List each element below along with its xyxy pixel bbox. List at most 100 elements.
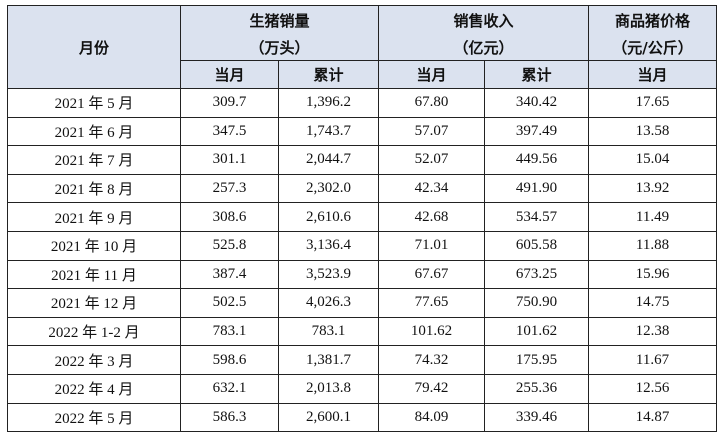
value-cell: 42.34 xyxy=(378,173,486,204)
value-cell: 1,743.7 xyxy=(277,116,380,147)
month-cell: 2022 年 4 月 xyxy=(7,373,181,404)
header-sub-cell: 累计 xyxy=(484,60,590,89)
table-row: 2021 年 6 月 347.5 1,743.7 57.07 397.49 13.58 xyxy=(7,116,718,147)
header-sub-cell: 当月 xyxy=(180,60,279,89)
table-row: 2021 年 7 月 301.1 2,044.7 52.07 449.56 15.04 xyxy=(7,145,718,175)
value-cell: 57.07 xyxy=(378,116,486,147)
value-cell: 84.09 xyxy=(378,402,486,433)
value-cell: 12.56 xyxy=(588,373,718,404)
value-cell: 783.1 xyxy=(277,316,380,347)
value-cell: 15.96 xyxy=(588,259,718,290)
sales-table: 月份 生猪销量 销售收入 商品猪价格 （万头） （亿元） （元/公斤） 当月 累计… xyxy=(7,5,718,433)
value-cell: 67.67 xyxy=(378,259,486,290)
value-cell: 397.49 xyxy=(484,116,590,147)
value-cell: 339.46 xyxy=(484,402,590,433)
value-cell: 74.32 xyxy=(378,345,486,375)
table-row: 2021 年 8 月 257.3 2,302.0 42.34 491.90 13.92 xyxy=(7,173,718,204)
table-row: 2022 年 5 月 586.3 2,600.1 84.09 339.46 14.87 xyxy=(7,402,718,433)
header-cell: 销售收入 xyxy=(378,5,590,35)
value-cell: 673.25 xyxy=(484,259,590,290)
value-cell: 2,013.8 xyxy=(277,373,380,404)
value-cell: 13.92 xyxy=(588,173,718,204)
month-cell: 2021 年 11 月 xyxy=(7,259,181,290)
value-cell: 347.5 xyxy=(180,116,279,147)
value-cell: 449.56 xyxy=(484,145,590,175)
value-cell: 79.42 xyxy=(378,373,486,404)
table-wrap: 月份 生猪销量 销售收入 商品猪价格 （万头） （亿元） （元/公斤） 当月 累计… xyxy=(7,5,718,433)
value-cell: 2,600.1 xyxy=(277,402,380,433)
month-cell: 2021 年 7 月 xyxy=(7,145,181,175)
header-cell: 商品猪价格 xyxy=(588,5,718,35)
month-cell: 2021 年 9 月 xyxy=(7,202,181,232)
value-cell: 534.57 xyxy=(484,202,590,232)
value-cell: 2,302.0 xyxy=(277,173,380,204)
value-cell: 17.65 xyxy=(588,88,718,118)
table-row: 2021 年 9 月 308.6 2,610.6 42.68 534.57 11.49 xyxy=(7,202,718,232)
value-cell: 387.4 xyxy=(180,259,279,290)
value-cell: 11.88 xyxy=(588,230,718,261)
month-cell: 2022 年 3 月 xyxy=(7,345,181,375)
month-cell: 2021 年 12 月 xyxy=(7,288,181,318)
table-row: 2021 年 10 月 525.8 3,136.4 71.01 605.58 11.88 xyxy=(7,230,718,261)
value-cell: 301.1 xyxy=(180,145,279,175)
value-cell: 11.67 xyxy=(588,345,718,375)
header-sub-cell: 累计 xyxy=(277,60,380,89)
value-cell: 340.42 xyxy=(484,88,590,118)
value-cell: 309.7 xyxy=(180,88,279,118)
value-cell: 14.87 xyxy=(588,402,718,433)
value-cell: 257.3 xyxy=(180,173,279,204)
value-cell: 67.80 xyxy=(378,88,486,118)
value-cell: 71.01 xyxy=(378,230,486,261)
value-cell: 3,523.9 xyxy=(277,259,380,290)
month-cell: 2021 年 8 月 xyxy=(7,173,181,204)
value-cell: 15.04 xyxy=(588,145,718,175)
table-row: 2022 年 3 月 598.6 1,381.7 74.32 175.95 11.67 xyxy=(7,345,718,375)
value-cell: 632.1 xyxy=(180,373,279,404)
value-cell: 255.36 xyxy=(484,373,590,404)
header-unit: （亿元） xyxy=(378,35,590,61)
value-cell: 783.1 xyxy=(180,316,279,347)
value-cell: 12.38 xyxy=(588,316,718,347)
month-cell: 2021 年 5 月 xyxy=(7,88,181,118)
header-sub-cell: 当月 xyxy=(378,60,486,89)
value-cell: 3,136.4 xyxy=(277,230,380,261)
value-cell: 491.90 xyxy=(484,173,590,204)
table-body: 2021 年 5 月 309.7 1,396.2 67.80 340.42 17.65 20… xyxy=(7,88,718,433)
header-cell: 生猪销量 xyxy=(179,5,380,35)
value-cell: 101.62 xyxy=(484,316,590,347)
table-header: 月份 生猪销量 销售收入 商品猪价格 （万头） （亿元） （元/公斤） 当月 累计… xyxy=(7,5,718,89)
value-cell: 308.6 xyxy=(180,202,279,232)
value-cell: 42.68 xyxy=(378,202,486,232)
value-cell: 2,044.7 xyxy=(277,145,380,175)
value-cell: 175.95 xyxy=(484,345,590,375)
value-cell: 750.90 xyxy=(484,288,590,318)
value-cell: 586.3 xyxy=(180,402,279,433)
header-unit: （万头） xyxy=(179,35,380,61)
value-cell: 1,381.7 xyxy=(277,345,380,375)
header-unit: （元/公斤） xyxy=(588,35,718,61)
table-row: 2021 年 12 月 502.5 4,026.3 77.65 750.90 14.75 xyxy=(7,288,718,318)
value-cell: 2,610.6 xyxy=(277,202,380,232)
value-cell: 598.6 xyxy=(180,345,279,375)
value-cell: 101.62 xyxy=(378,316,486,347)
value-cell: 13.58 xyxy=(588,116,718,147)
month-cell: 2022 年 5 月 xyxy=(7,402,181,433)
header-cell: 月份 xyxy=(7,5,181,89)
value-cell: 77.65 xyxy=(378,288,486,318)
table-row: 2022 年 4 月 632.1 2,013.8 79.42 255.36 12.56 xyxy=(7,373,718,404)
value-cell: 14.75 xyxy=(588,288,718,318)
table-row: 2021 年 5 月 309.7 1,396.2 67.80 340.42 17.65 xyxy=(7,88,718,118)
value-cell: 52.07 xyxy=(378,145,486,175)
header-sub-cell: 当月 xyxy=(588,60,718,89)
value-cell: 1,396.2 xyxy=(277,88,380,118)
value-cell: 525.8 xyxy=(180,230,279,261)
header-sub-row: 当月 累计 当月 累计 当月 xyxy=(8,60,718,89)
value-cell: 605.58 xyxy=(484,230,590,261)
month-cell: 2021 年 6 月 xyxy=(7,116,181,147)
table-row: 2022 年 1-2 月 783.1 783.1 101.62 101.62 12.38 xyxy=(7,316,718,347)
value-cell: 11.49 xyxy=(588,202,718,232)
table-row: 2021 年 11 月 387.4 3,523.9 67.67 673.25 15.96 xyxy=(7,259,718,290)
value-cell: 502.5 xyxy=(180,288,279,318)
month-cell: 2021 年 10 月 xyxy=(7,230,181,261)
